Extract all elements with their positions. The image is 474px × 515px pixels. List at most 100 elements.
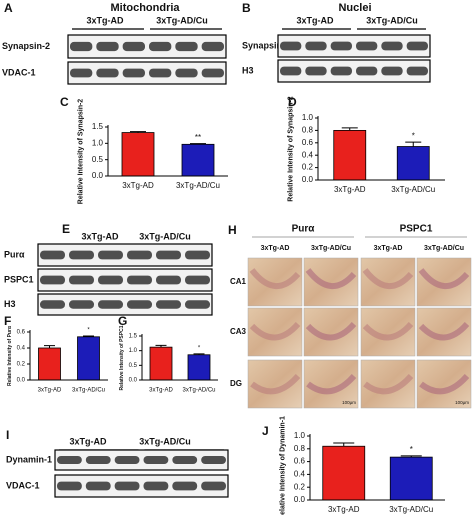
blot-frame — [54, 449, 229, 471]
row-label: VDAC-1 — [2, 67, 36, 77]
y-axis-label: Relative Intensity of Purα — [7, 325, 13, 386]
significance-mark: * — [198, 345, 201, 351]
blot-band — [114, 481, 140, 491]
panel-label: E — [62, 222, 70, 236]
row-label: VDAC-1 — [6, 480, 40, 490]
blot-band — [305, 66, 327, 76]
blot-band — [57, 456, 82, 464]
bar — [121, 132, 155, 177]
error-bar — [130, 131, 146, 133]
y-tick-label: 0.6 — [17, 330, 26, 336]
y-tick-label: 0.4 — [294, 470, 306, 479]
blot-band — [156, 275, 181, 285]
y-tick-label: 1.5 — [92, 122, 104, 131]
group-label: 3xTg-AD — [296, 15, 334, 25]
cell-layer — [418, 321, 470, 341]
blot-band — [356, 66, 378, 76]
group-label: 3xTg-AD/Cu — [311, 245, 351, 252]
group-label: 3xTg-AD — [374, 245, 403, 252]
y-tick-label: 0.6 — [302, 138, 314, 147]
blot-band — [330, 66, 352, 76]
cell-layer — [305, 321, 357, 341]
error-bar — [405, 141, 422, 147]
x-tick-label: 3xTg-AD — [328, 505, 360, 514]
significance-mark: * — [412, 131, 415, 140]
y-tick-label: 0.2 — [302, 163, 314, 172]
bar — [187, 354, 211, 381]
y-tick-label: 0.0 — [294, 495, 306, 504]
blot-band — [149, 68, 172, 78]
stain-label: Purα — [292, 224, 316, 235]
blot-band — [156, 250, 181, 260]
blot-band — [201, 41, 224, 52]
region-label: DG — [230, 379, 242, 388]
blot-band — [85, 481, 111, 491]
scale-bar-label: 100μm — [455, 400, 469, 405]
y-axis-label: Relative Intensity of PSPC1 — [119, 325, 125, 390]
blot-band — [172, 456, 198, 464]
error-bar — [341, 127, 358, 131]
group-label: 3xTg-AD/Cu — [156, 15, 208, 25]
row-label: Purα — [4, 249, 25, 259]
y-tick-label: 0.2 — [294, 482, 306, 491]
blot-band — [96, 41, 119, 52]
blot-band — [175, 41, 198, 52]
y-tick-label: 0.5 — [92, 155, 104, 164]
group-label: 3xTg-AD/Cu — [366, 15, 418, 25]
blot-band — [40, 250, 65, 260]
blot-band — [127, 250, 152, 260]
blot-band — [98, 275, 123, 285]
cell-layer — [306, 373, 357, 395]
row-label: PSPC1 — [4, 274, 34, 284]
blot-frame — [54, 474, 229, 498]
cell-layer — [362, 268, 414, 289]
row-label: H3 — [242, 65, 254, 75]
y-tick-label: 1.0 — [302, 113, 314, 122]
cell-layer — [362, 321, 414, 341]
panel-label: D — [288, 95, 297, 109]
blot-band — [70, 68, 93, 78]
axes — [107, 125, 228, 177]
blot-band — [70, 41, 93, 52]
axes — [309, 434, 445, 501]
scale-bar-label: 100μm — [342, 400, 356, 405]
blot-band — [406, 41, 428, 51]
y-tick-label: 0.0 — [92, 171, 104, 180]
significance-mark: ** — [195, 133, 201, 142]
y-tick-label: 1.5 — [129, 334, 138, 340]
blot-band — [98, 250, 123, 260]
cell-layer — [305, 268, 357, 289]
panel-label: F — [4, 314, 11, 328]
bar — [149, 346, 173, 381]
error-bar — [190, 143, 206, 145]
blot-band — [69, 300, 94, 309]
y-tick-label: 0.8 — [302, 126, 314, 135]
y-tick-label: 0.6 — [294, 457, 306, 466]
cell-layer — [363, 373, 414, 395]
error-bar — [400, 455, 422, 458]
blot-band — [69, 275, 94, 285]
bar — [181, 143, 215, 177]
blot-frame — [277, 59, 431, 83]
y-axis-label: Relative Intensity of Dynamin-1 — [280, 416, 287, 515]
blot-band — [156, 300, 181, 309]
y-tick-label: 0.4 — [302, 150, 314, 159]
panel-label: C — [60, 95, 69, 109]
bar — [333, 129, 367, 181]
significance-mark: * — [410, 445, 413, 454]
y-tick-label: 0.0 — [302, 175, 314, 184]
blot-band — [122, 68, 145, 78]
blot-band — [57, 481, 82, 491]
panel-label: I — [6, 428, 9, 442]
row-label: Synapsin-2 — [242, 40, 290, 50]
group-label: 3xTg-AD — [69, 436, 107, 446]
cell-layer — [418, 268, 470, 289]
blot-band — [185, 250, 210, 260]
error-bar — [193, 353, 205, 355]
panel-label: J — [262, 424, 269, 438]
cell-layer — [250, 373, 301, 395]
y-tick-label: 1.0 — [294, 431, 306, 440]
panel-label: A — [4, 1, 13, 15]
group-label: 3xTg-AD/Cu — [139, 231, 191, 241]
